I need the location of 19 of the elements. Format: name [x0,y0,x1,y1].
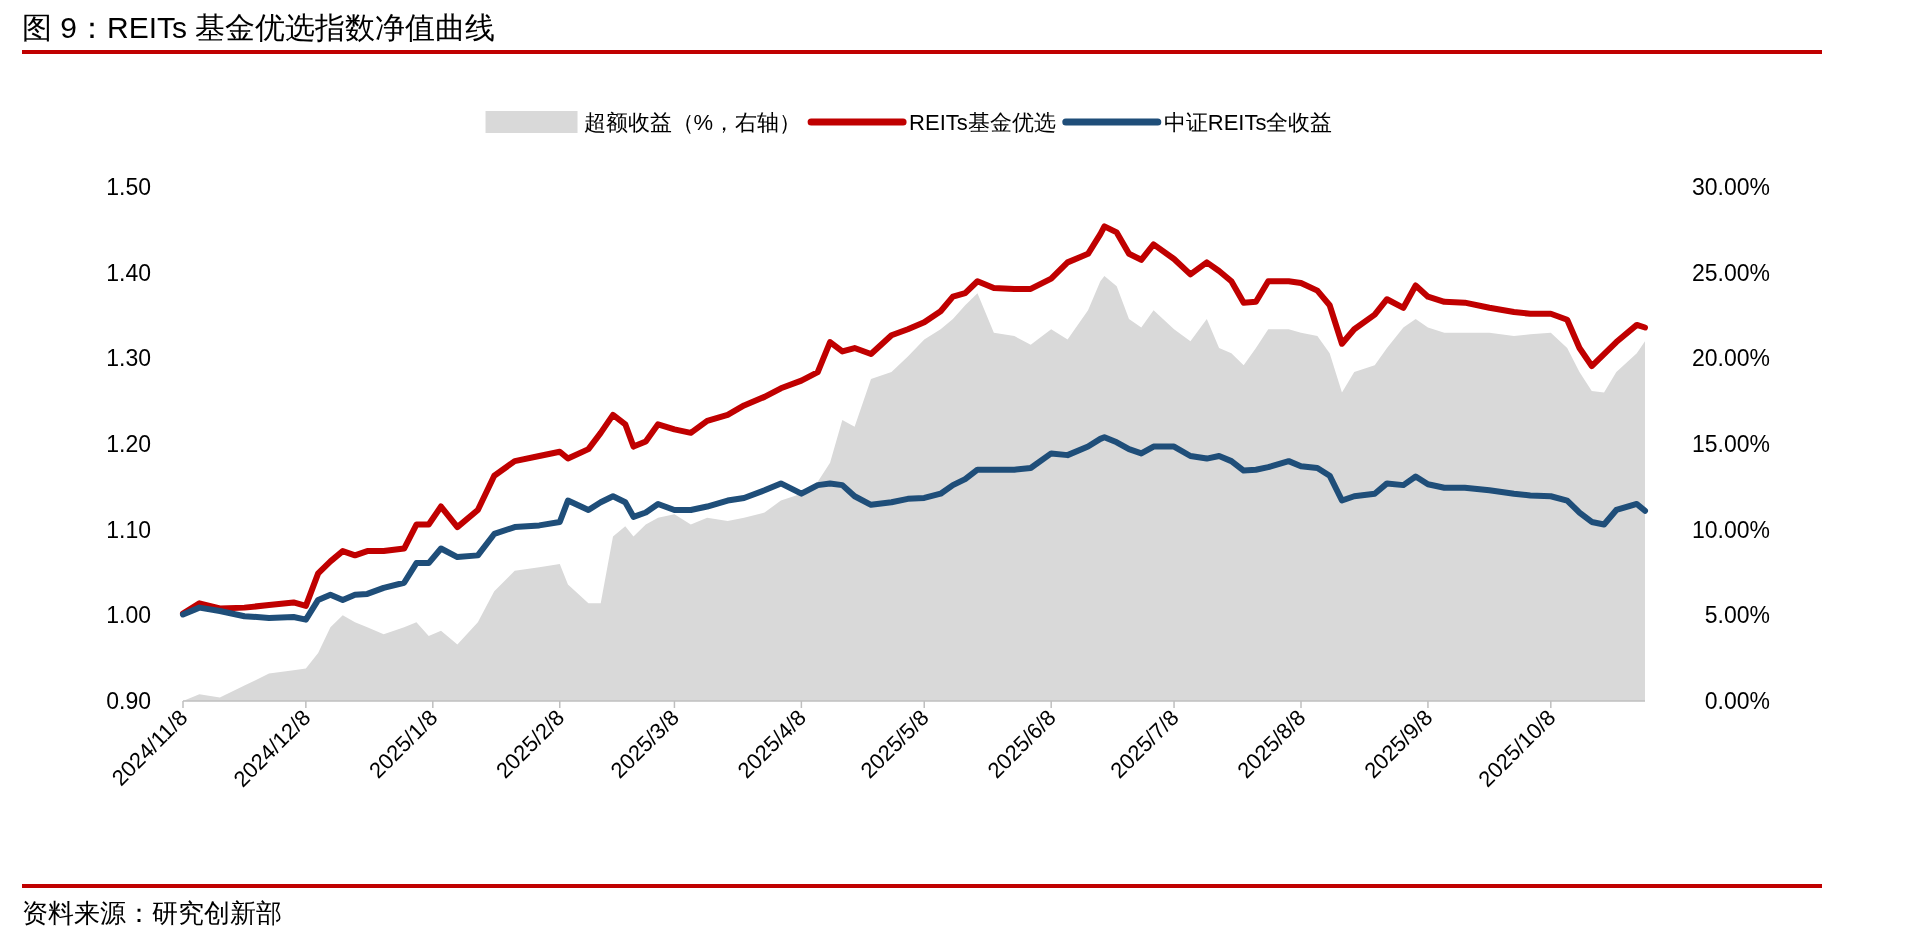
y-tick-label: 1.00 [106,602,151,629]
y-tick-label: 1.30 [106,345,151,372]
y2-tick-label: 10.00% [1691,516,1770,543]
text: 资料来源：研究创新部 [22,898,282,928]
y2-tick-label: 5.00% [1704,602,1770,629]
y-tick-label: 1.40 [106,259,151,286]
chart-title: 图 9：REITs 基金优选指数净值曲线 [22,11,496,44]
y-tick-label: 1.20 [106,431,151,457]
y2-tick-label: 30.00% [1691,174,1770,200]
legend-label: 中证REITs全收益 [1163,110,1333,135]
y-tick-label: 1.50 [106,174,151,200]
y2-tick-label: 25.00% [1691,259,1770,286]
y-tick-label: 0.90 [106,688,151,714]
legend-label: REITs基金优选 [909,110,1056,135]
y2-tick-label: 20.00% [1691,345,1770,372]
y2-tick-label: 0.00% [1704,688,1770,714]
y2-tick-label: 15.00% [1691,431,1770,457]
y-tick-label: 1.10 [106,516,151,543]
legend-label: 超额收益（%，右轴） [583,110,802,135]
